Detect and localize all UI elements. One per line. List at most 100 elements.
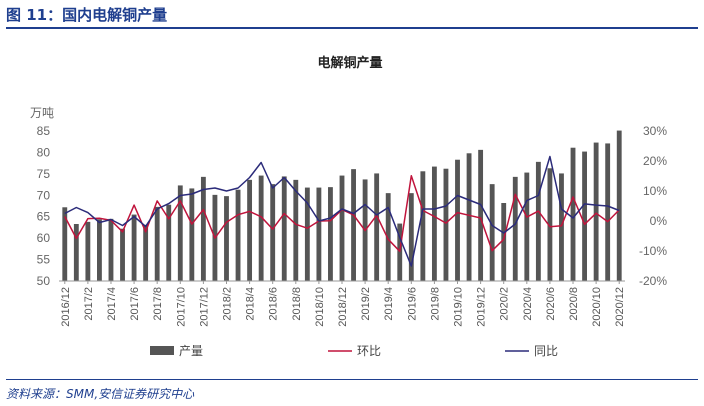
output-bar — [166, 204, 172, 281]
legend-swatch-output — [150, 346, 174, 355]
output-bar — [177, 185, 183, 281]
output-bar — [512, 176, 518, 281]
output-bar — [501, 203, 507, 281]
x-tick-label: 2018/2 — [221, 287, 233, 321]
x-tick-label: 2017/4 — [106, 287, 118, 321]
output-bar — [108, 218, 114, 281]
output-bar — [605, 143, 611, 281]
legend-label: 产量 — [179, 344, 203, 358]
output-bar — [431, 166, 437, 281]
line-series — [64, 155, 620, 267]
bar-series — [62, 130, 622, 281]
output-bar — [97, 219, 102, 281]
left-tick-label: 65 — [37, 210, 51, 224]
x-tick-label: 2020/4 — [522, 287, 534, 321]
output-bar — [351, 169, 356, 281]
left-tick-label: 85 — [37, 124, 51, 138]
x-tick-label: 2018/4 — [245, 287, 257, 321]
output-bar — [524, 172, 530, 281]
x-tick-label: 2017/12 — [198, 287, 210, 327]
left-tick-label: 70 — [37, 188, 51, 202]
left-tick-label: 50 — [37, 274, 51, 288]
source-note: 资料来源：SMM,安信证券研究中心 — [6, 387, 195, 401]
x-tick-label: 2020/12 — [614, 287, 626, 327]
x-tick-label: 2017/10 — [175, 287, 187, 327]
output-bar — [455, 159, 460, 281]
right-tick-label: 30% — [643, 124, 667, 138]
output-bar — [466, 153, 472, 281]
x-tick-label: 2019/2 — [360, 287, 372, 321]
output-bar — [154, 206, 160, 281]
x-tick-label: 2020/2 — [499, 287, 511, 321]
output-bar — [559, 173, 564, 281]
x-tick-label: 2018/8 — [291, 287, 303, 321]
chart-legend: 产量 环比 同比 — [150, 344, 558, 358]
x-tick-label: 2019/12 — [476, 287, 488, 327]
x-tick-label: 2016/12 — [60, 287, 72, 327]
output-bar — [143, 224, 149, 281]
legend-label: 同比 — [534, 344, 558, 358]
output-bar — [281, 176, 287, 281]
output-bar — [304, 187, 310, 281]
output-bar — [224, 196, 229, 281]
output-bar — [408, 193, 414, 281]
output-bar — [478, 149, 484, 281]
chart-axes: 50 55 60 65 70 75 80 85 -20% -10% 0% 10% 20% 30% 2016/… — [37, 124, 668, 327]
output-bar — [397, 223, 403, 281]
output-bar — [593, 142, 599, 281]
output-bar — [85, 221, 91, 281]
output-bar — [120, 228, 125, 281]
x-tick-label: 2017/2 — [83, 287, 95, 321]
left-tick-label: 55 — [37, 253, 51, 267]
x-tick-label: 2019/10 — [453, 287, 465, 327]
left-tick-label: 80 — [37, 145, 51, 159]
right-tick-label: 20% — [643, 154, 667, 168]
right-tick-label: 10% — [643, 184, 667, 198]
source-rule — [6, 379, 698, 380]
x-tick-label: 2017/8 — [152, 287, 164, 321]
output-bar — [270, 184, 276, 281]
output-bar — [131, 214, 137, 281]
output-bar — [489, 184, 495, 281]
x-tick-label: 2020/8 — [568, 287, 580, 321]
output-bar — [247, 179, 253, 281]
output-bar — [535, 161, 541, 281]
figure-title: 图 11：国内电解铜产量 — [6, 6, 168, 24]
left-tick-label: 75 — [37, 167, 51, 181]
output-bar — [570, 147, 576, 281]
right-tick-label: -10% — [639, 244, 667, 258]
output-bar — [443, 168, 449, 281]
legend-label: 环比 — [357, 344, 381, 358]
x-tick-label: 2018/12 — [337, 287, 349, 327]
output-bar — [62, 207, 68, 281]
output-bar — [547, 168, 553, 281]
output-bar — [616, 130, 622, 281]
x-tick-label: 2020/10 — [591, 287, 603, 327]
x-tick-label: 2019/8 — [429, 287, 441, 321]
output-bar — [200, 176, 206, 281]
output-bar — [374, 173, 380, 281]
left-axis-unit: 万吨 — [30, 106, 54, 120]
output-bar — [316, 187, 322, 281]
output-bar — [582, 151, 587, 281]
output-bar — [235, 189, 241, 281]
output-bar — [73, 224, 79, 281]
yoy-line — [64, 155, 620, 267]
right-tick-label: -20% — [639, 274, 667, 288]
x-tick-label: 2019/6 — [406, 287, 418, 321]
right-tick-label: 0% — [650, 214, 668, 228]
output-bar — [258, 175, 264, 281]
chart-title: 电解铜产量 — [317, 55, 382, 71]
x-tick-label: 2019/4 — [383, 287, 395, 321]
x-tick-label: 2018/6 — [268, 287, 280, 321]
output-bar — [189, 188, 195, 281]
output-bar — [339, 175, 345, 281]
output-bar — [328, 187, 333, 281]
title-rule — [6, 27, 698, 29]
output-bar — [385, 193, 391, 281]
left-tick-label: 60 — [37, 231, 51, 245]
output-bar — [293, 179, 299, 281]
x-tick-label: 2018/10 — [314, 287, 326, 327]
x-tick-label: 2017/6 — [129, 287, 141, 321]
